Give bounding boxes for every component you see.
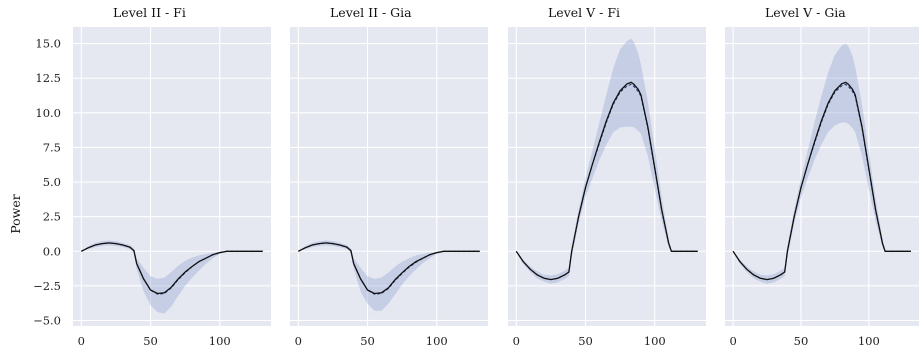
y-tick-label: 10.0 (35, 106, 61, 120)
x-tick-label: 0 (78, 334, 85, 348)
panel-title: Level V - Gia (765, 5, 846, 20)
x-tick-label: 100 (858, 334, 880, 348)
panel-4: 0 50 100 Level V - Gia (725, 5, 919, 348)
panel-title: Level II - Fi (113, 5, 186, 20)
x-tick-label: 50 (360, 334, 375, 348)
x-tick-label: 100 (209, 334, 231, 348)
panel-3: 0 50 100 Level V - Fi (508, 5, 706, 348)
y-tick-label: 0.0 (43, 244, 61, 258)
x-tick-label: 50 (578, 334, 593, 348)
x-tick-label: 100 (644, 334, 666, 348)
y-tick-label: −5.0 (33, 313, 61, 327)
y-tick-label: 12.5 (35, 71, 61, 85)
y-axis-label: Power (8, 194, 23, 234)
x-tick-label: 100 (426, 334, 448, 348)
x-tick-label: 50 (143, 334, 158, 348)
y-tick-label: 15.0 (35, 37, 61, 51)
plot-background (290, 27, 488, 326)
y-tick-label: 5.0 (43, 175, 61, 189)
plot-background (73, 27, 271, 326)
confidence-band (298, 240, 480, 311)
mean-line (515, 81, 698, 281)
mean-line (81, 242, 263, 295)
y-tick-label: 2.5 (43, 210, 61, 224)
confidence-band (81, 240, 263, 314)
plot-background (725, 27, 919, 326)
x-tick-label: 0 (513, 334, 520, 348)
x-tick-label: 0 (295, 334, 302, 348)
panel-title: Level II - Gia (330, 5, 412, 20)
panel-title: Level V - Fi (548, 5, 620, 20)
panel-1: 0 50 100 −5.0 −2.5 0.0 2.5 5.0 7.5 10.0 12.5 15.0 Le… (33, 5, 271, 348)
mean-line (298, 242, 480, 295)
panel-2: 0 50 100 Level II - Gia (290, 5, 488, 348)
mean-line (732, 81, 911, 281)
y-tick-label: −2.5 (33, 279, 61, 293)
x-tick-label: 0 (729, 334, 736, 348)
x-tick-label: 50 (794, 334, 809, 348)
y-tick-label: 7.5 (43, 140, 61, 154)
plot-background (508, 27, 706, 326)
